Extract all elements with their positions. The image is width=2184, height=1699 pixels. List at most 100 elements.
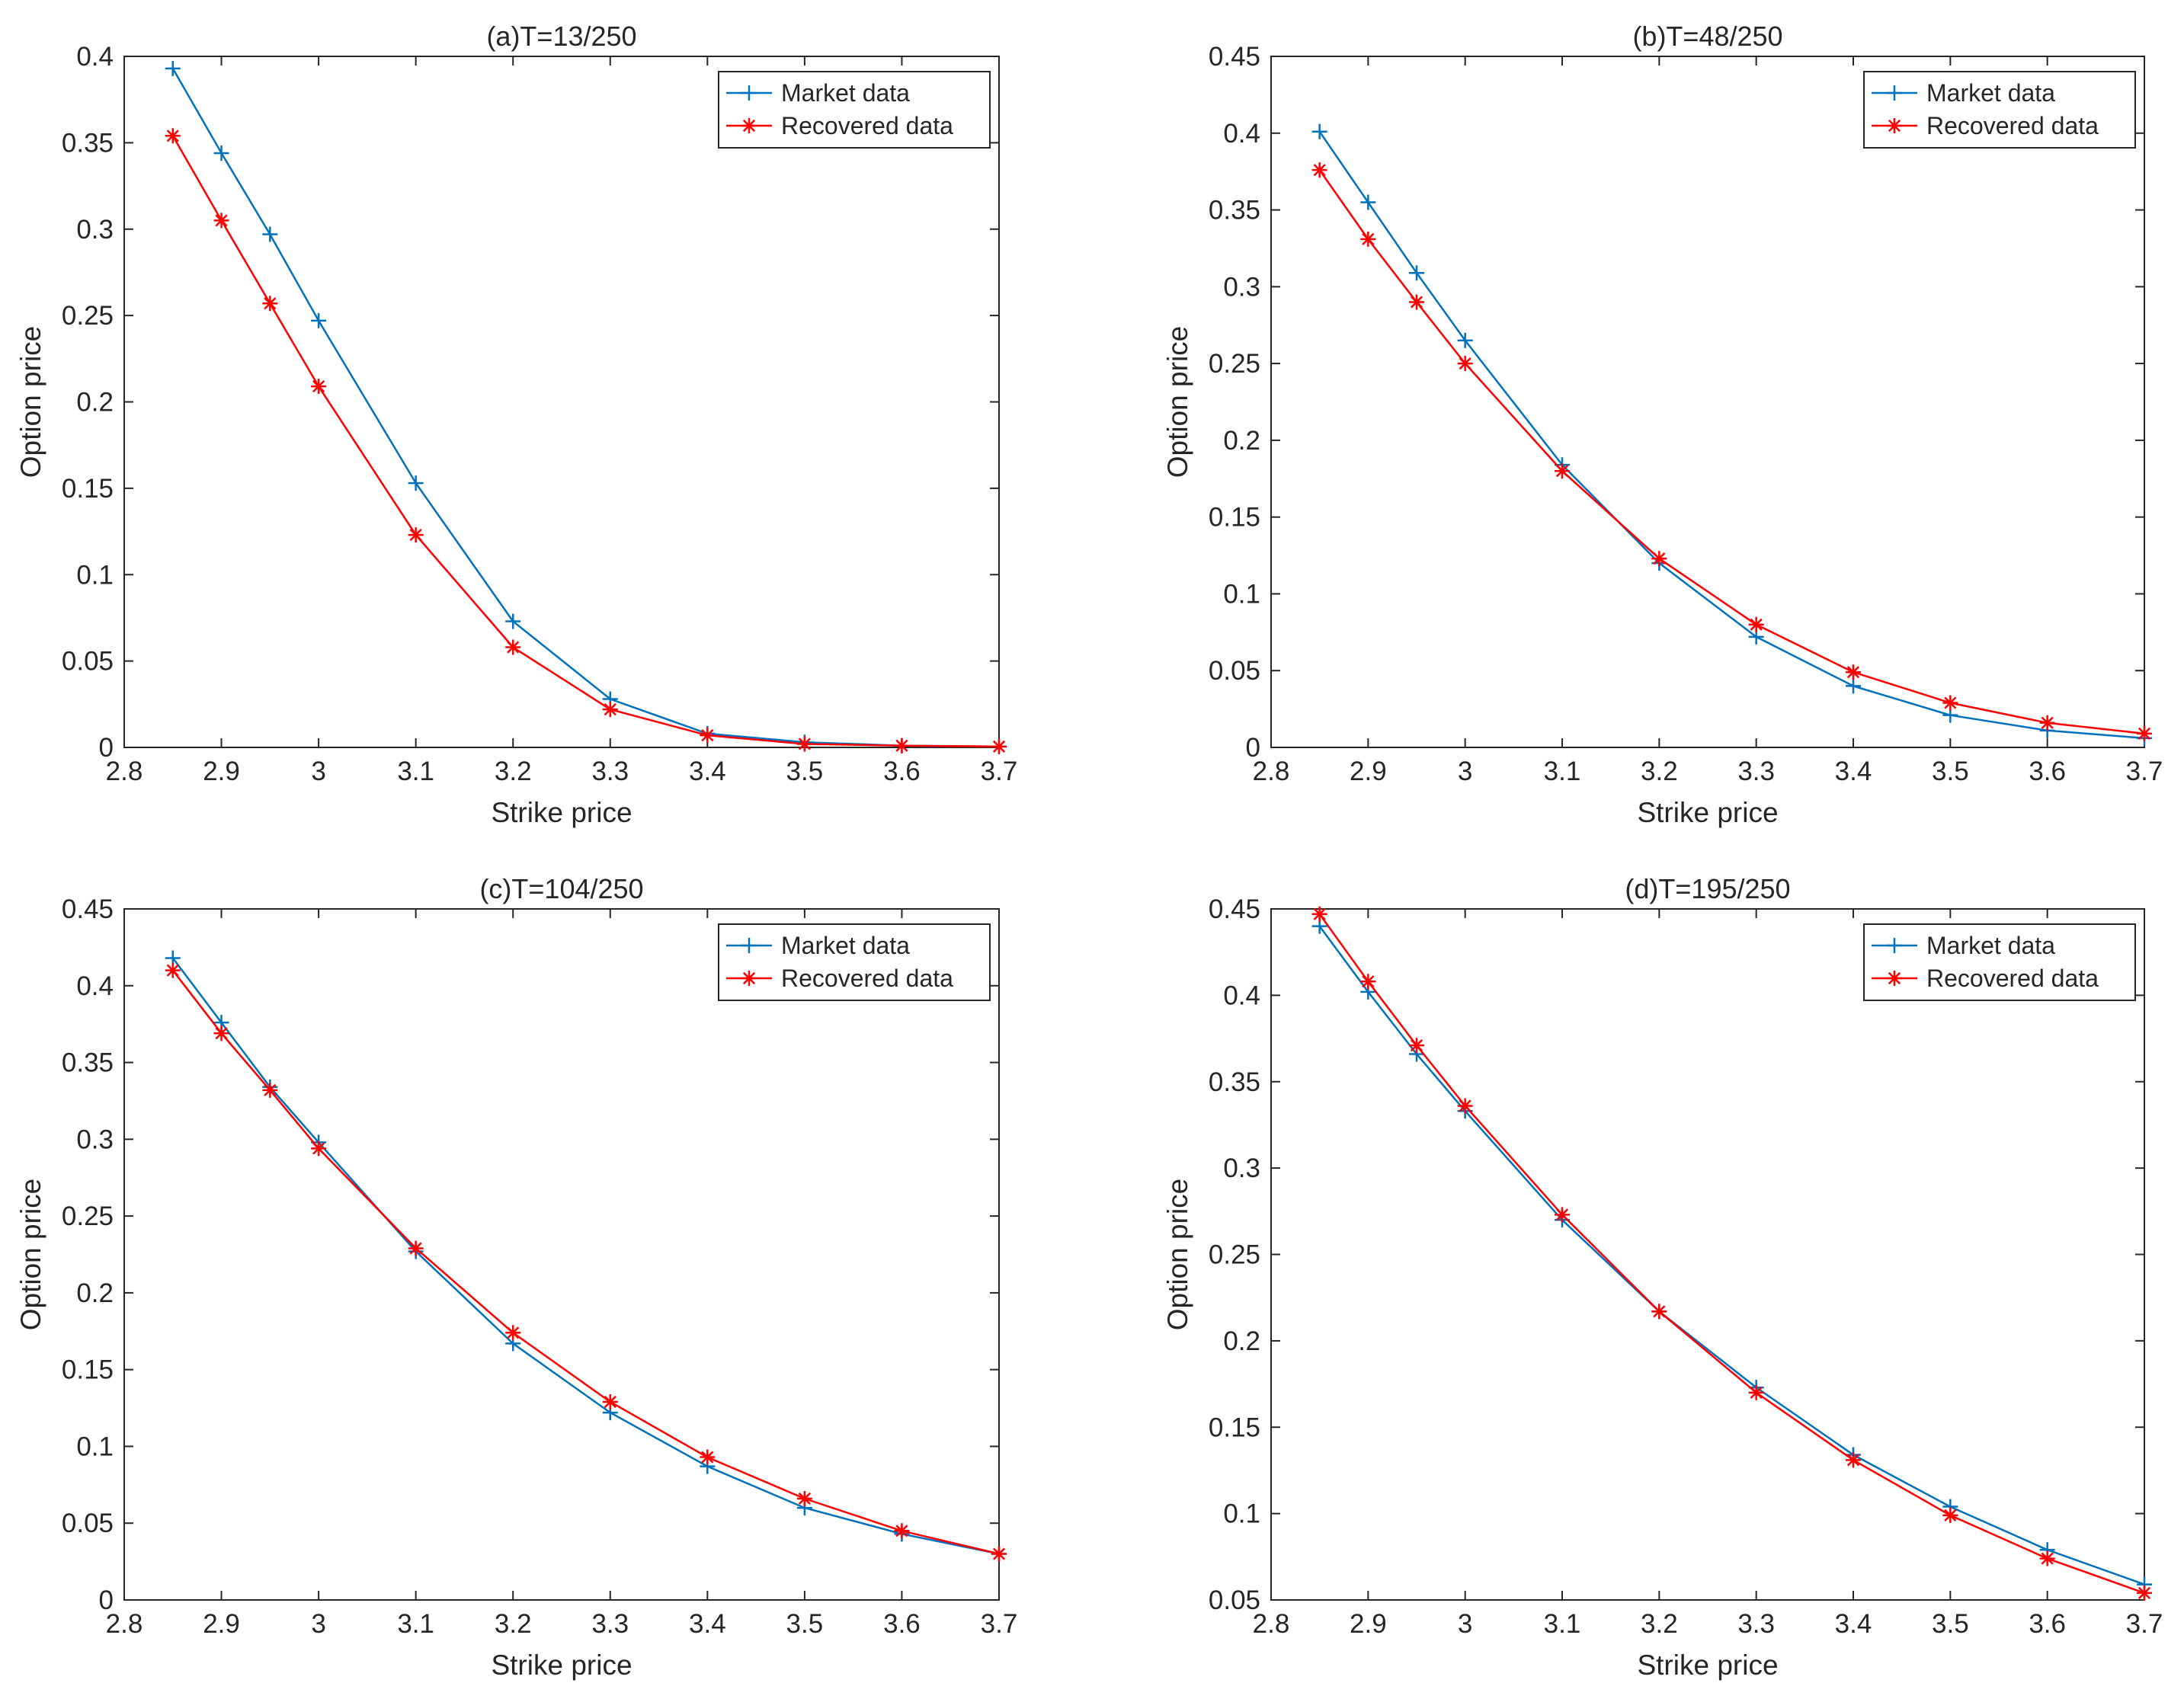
data-point-market [1846, 678, 1861, 694]
data-point-market [408, 475, 424, 491]
x-tick-label: 3.3 [1737, 1609, 1775, 1639]
x-tick-label: 3.4 [1835, 757, 1872, 786]
y-tick-label: 0 [99, 733, 114, 763]
legend-marker-recovered [741, 118, 757, 133]
data-point-recovered [311, 379, 327, 395]
data-point-recovered [1555, 1207, 1570, 1223]
x-tick-label: 3.7 [2126, 757, 2163, 786]
y-tick-label: 0.1 [76, 1432, 114, 1461]
x-tick-label: 3.3 [591, 1609, 629, 1639]
y-tick-label: 0.25 [1209, 1240, 1260, 1270]
x-axis-label: Strike price [491, 797, 632, 828]
plot-area-frame [123, 908, 1000, 1601]
y-axis-label: Option price [15, 1179, 46, 1331]
data-point-market [311, 312, 327, 328]
chart-panel-2: 2.8 2.9 3 3.1 3.2 3.3 3.4 3.5 3.6 3.7 0 0.05 0.1 0.15… [1162, 21, 2163, 828]
x-tick-label: 3.3 [591, 757, 629, 786]
y-tick-label: 0.4 [1223, 119, 1260, 149]
y-tick-label: 0.15 [62, 1355, 114, 1385]
data-point-market [1409, 265, 1424, 281]
x-tick-label: 2.8 [106, 757, 143, 786]
legend-box [718, 923, 991, 1001]
legend-marker-market [741, 938, 757, 953]
legend-label-market: Market data [1926, 79, 2055, 107]
plot-area-frame [1270, 908, 2145, 1601]
x-tick-label: 3.1 [1544, 757, 1581, 786]
data-point-recovered [1651, 551, 1667, 567]
x-tick-label: 3 [311, 1609, 325, 1639]
data-point-recovered [505, 639, 521, 655]
x-tick-label: 3 [311, 757, 325, 786]
data-point-recovered [2137, 1585, 2152, 1601]
y-tick-label: 0.3 [76, 1125, 114, 1154]
x-tick-label: 3.5 [786, 1609, 824, 1639]
y-tick-label: 0.05 [62, 647, 114, 677]
plot-area-frame [123, 56, 1000, 748]
data-point-recovered [1360, 974, 1376, 990]
x-tick-label: 3.7 [2126, 1609, 2163, 1639]
y-tick-label: 0.45 [1209, 42, 1260, 72]
x-axis-label: Strike price [1637, 1649, 1778, 1681]
legend-box [718, 71, 991, 149]
data-point-market [1311, 123, 1327, 139]
y-tick-label: 0.15 [62, 474, 114, 504]
y-tick-label: 0.4 [76, 971, 114, 1001]
data-point-recovered [700, 1449, 716, 1465]
y-tick-label: 0.1 [76, 560, 114, 590]
y-tick-label: 0.3 [1223, 1153, 1260, 1183]
y-tick-label: 0.4 [76, 42, 114, 72]
chart-panel-3: 2.8 2.9 3 3.1 3.2 3.3 3.4 3.5 3.6 3.7 0 0.05 0.1 0.15… [15, 873, 1017, 1681]
legend-label-market: Market data [781, 79, 910, 107]
data-point-recovered [1409, 1038, 1424, 1054]
x-tick-label: 3.6 [883, 757, 921, 786]
y-tick-label: 0.2 [76, 388, 114, 418]
data-point-recovered [1457, 1098, 1473, 1114]
data-point-recovered [165, 962, 181, 978]
plot-area-frame [1270, 56, 2145, 748]
y-tick-label: 0.2 [1223, 426, 1260, 456]
data-point-recovered [796, 736, 812, 752]
data-point-market [505, 613, 521, 629]
x-tick-label: 3.7 [981, 1609, 1018, 1639]
x-axis-label: Strike price [491, 1649, 632, 1681]
x-tick-label: 3.4 [689, 757, 726, 786]
x-tick-label: 3.2 [1641, 1609, 1678, 1639]
x-tick-label: 3.1 [1544, 1609, 1581, 1639]
data-point-recovered [1651, 1304, 1667, 1320]
y-tick-label: 0.05 [62, 1509, 114, 1538]
legend-box [1863, 923, 2136, 1001]
legend-marker-market [1887, 85, 1902, 101]
data-point-market [1457, 332, 1473, 348]
data-point-recovered [1360, 231, 1376, 247]
x-tick-label: 2.9 [203, 757, 240, 786]
y-tick-label: 0.25 [62, 301, 114, 331]
data-point-recovered [1311, 906, 1327, 922]
data-point-recovered [1942, 695, 1958, 711]
y-tick-label: 0.35 [62, 1048, 114, 1078]
data-point-market [262, 226, 278, 242]
chart-title: (c)T=104/250 [479, 873, 643, 904]
legend-marker-recovered [1887, 971, 1902, 986]
x-tick-label: 3.5 [786, 757, 824, 786]
x-tick-label: 3.1 [397, 757, 434, 786]
y-tick-label: 0.05 [1209, 656, 1260, 686]
x-tick-label: 3.3 [1737, 757, 1775, 786]
data-point-market [1360, 194, 1376, 210]
data-point-recovered [165, 128, 181, 144]
y-tick-label: 0.45 [1209, 894, 1260, 924]
x-tick-label: 3.6 [2029, 1609, 2066, 1639]
legend-label-market: Market data [1926, 932, 2055, 959]
x-tick-label: 3.4 [1835, 1609, 1872, 1639]
data-point-recovered [894, 738, 910, 754]
x-tick-label: 3.2 [495, 1609, 532, 1639]
data-point-recovered [894, 1523, 910, 1539]
x-tick-label: 2.9 [1350, 757, 1387, 786]
chart-panel-1: 2.8 2.9 3 3.1 3.2 3.3 3.4 3.5 3.6 3.7 0 0.05 0.1 0.15… [15, 21, 1017, 828]
y-tick-label: 0.25 [62, 1201, 114, 1231]
y-tick-label: 0.35 [62, 128, 114, 158]
x-tick-label: 2.8 [1253, 1609, 1290, 1639]
y-tick-label: 0.25 [1209, 349, 1260, 379]
data-point-recovered [1748, 616, 1764, 632]
y-tick-label: 0 [1246, 733, 1260, 763]
